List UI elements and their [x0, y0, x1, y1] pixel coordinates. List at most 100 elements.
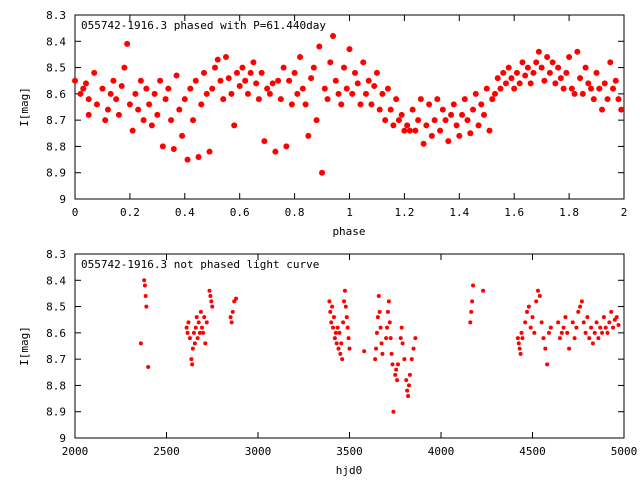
- data-point: [539, 320, 544, 325]
- data-point: [545, 362, 550, 367]
- data-point: [194, 315, 199, 320]
- data-point: [574, 48, 581, 55]
- data-point: [391, 409, 396, 414]
- data-point: [610, 85, 617, 92]
- data-point: [332, 336, 337, 341]
- data-point: [384, 85, 391, 92]
- data-point: [327, 59, 334, 66]
- data-point: [234, 296, 239, 301]
- data-point: [346, 336, 351, 341]
- data-point: [497, 85, 504, 92]
- data-points: [138, 278, 621, 414]
- data-point: [401, 127, 408, 134]
- data-point: [80, 85, 87, 92]
- data-point: [176, 106, 183, 113]
- data-point: [129, 127, 136, 134]
- data-point: [395, 117, 402, 124]
- data-point: [196, 320, 201, 325]
- data-point: [157, 77, 164, 84]
- data-point: [368, 101, 375, 108]
- data-point: [209, 299, 214, 304]
- data-point: [253, 80, 260, 87]
- data-point: [192, 341, 197, 346]
- data-point: [371, 82, 378, 89]
- data-point: [362, 90, 369, 97]
- data-point: [113, 96, 120, 103]
- data-point: [331, 315, 336, 320]
- data-point: [190, 362, 195, 367]
- data-point: [340, 357, 345, 362]
- data-point: [379, 90, 386, 97]
- data-point: [399, 325, 404, 330]
- data-point: [500, 69, 507, 76]
- y-tick-label: 8.9: [46, 406, 66, 419]
- data-point: [344, 315, 349, 320]
- data-point: [329, 320, 334, 325]
- data-point: [572, 336, 577, 341]
- data-point: [198, 309, 203, 314]
- data-point: [445, 138, 452, 145]
- data-point: [272, 148, 279, 155]
- data-point: [601, 80, 608, 87]
- data-point: [522, 72, 529, 79]
- data-point: [384, 336, 389, 341]
- data-point: [407, 372, 412, 377]
- data-point: [331, 325, 336, 330]
- chart-title: 055742-1916.3 phased with P=61.440day: [81, 19, 326, 32]
- data-point: [365, 77, 372, 84]
- y-tick-label: 8.6: [46, 88, 66, 101]
- y-tick-label: 8.8: [46, 140, 66, 153]
- x-tick-label: 3500: [336, 445, 363, 458]
- data-point: [373, 357, 378, 362]
- data-point: [225, 75, 232, 82]
- data-point: [523, 320, 528, 325]
- data-point: [91, 69, 98, 76]
- data-point: [258, 69, 265, 76]
- data-point: [546, 330, 551, 335]
- data-point: [596, 336, 601, 341]
- x-tick-label: 5000: [611, 445, 638, 458]
- data-point: [140, 117, 147, 124]
- data-point: [406, 127, 413, 134]
- data-point: [144, 304, 149, 309]
- data-point: [385, 325, 390, 330]
- data-point: [413, 336, 418, 341]
- data-point: [132, 90, 139, 97]
- data-point: [406, 393, 411, 398]
- data-point: [612, 77, 619, 84]
- data-point: [118, 82, 125, 89]
- data-point: [393, 96, 400, 103]
- x-tick-label: 3000: [245, 445, 272, 458]
- data-point: [195, 336, 200, 341]
- data-point: [168, 117, 175, 124]
- data-point: [450, 101, 457, 108]
- data-point: [85, 96, 92, 103]
- y-tick-label: 8.3: [46, 9, 66, 22]
- x-tick-label: 0.2: [120, 206, 140, 219]
- data-point: [386, 299, 391, 304]
- data-point: [541, 77, 548, 84]
- data-point: [343, 304, 348, 309]
- data-point: [313, 117, 320, 124]
- data-point: [195, 153, 202, 160]
- data-point: [417, 96, 424, 103]
- data-point: [537, 294, 542, 299]
- data-point: [470, 299, 475, 304]
- y-axis-label: I[mag]: [18, 326, 31, 366]
- data-point: [616, 322, 621, 327]
- data-point: [201, 69, 208, 76]
- data-point: [159, 143, 166, 150]
- plot-frame: [74, 253, 625, 439]
- data-point: [428, 132, 435, 139]
- y-tick-label: 8.4: [46, 274, 66, 287]
- data-point: [190, 346, 195, 351]
- data-point: [239, 64, 246, 71]
- data-point: [187, 85, 194, 92]
- data-point: [585, 80, 592, 87]
- y-tick-label: 8.7: [46, 353, 66, 366]
- data-point: [335, 90, 342, 97]
- data-point: [151, 90, 158, 97]
- data-point: [299, 85, 306, 92]
- data-point: [231, 122, 238, 129]
- y-axis-label: I[mag]: [18, 87, 31, 127]
